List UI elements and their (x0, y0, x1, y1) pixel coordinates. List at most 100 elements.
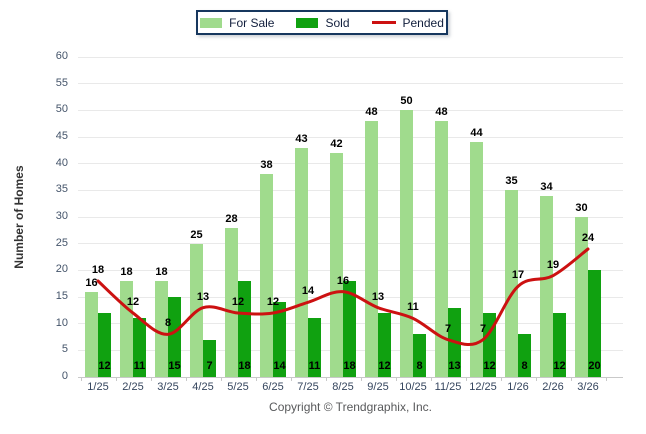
y-tick-label: 35 (55, 183, 68, 196)
x-tick (430, 377, 432, 381)
y-tick-label: 50 (55, 103, 68, 116)
bar-sold (588, 270, 601, 377)
x-tick (80, 377, 82, 381)
pended-value-label: 17 (511, 269, 525, 282)
y-tick-label: 45 (55, 130, 68, 142)
y-tick-label: 30 (55, 210, 68, 222)
pended-value-label: 19 (546, 258, 560, 271)
y-gridline (78, 83, 623, 85)
for-sale-value-label: 28 (225, 212, 238, 225)
x-axis-label: 10/25 (399, 381, 427, 393)
y-gridline (78, 136, 623, 138)
chart-legend: For Sale Sold Pended (196, 10, 448, 35)
x-tick (465, 377, 467, 381)
sold-value-label: 11 (133, 360, 146, 372)
pended-value-label: 7 (444, 322, 452, 335)
x-axis-label: 12/25 (469, 381, 497, 393)
bar-for-sale (540, 195, 553, 377)
bar-for-sale (435, 121, 448, 377)
copyright-text: Copyright © Trendgraphix, Inc. (269, 400, 432, 414)
pended-swatch-icon (371, 21, 396, 24)
pended-value-label: 7 (479, 322, 487, 335)
y-tick-label: 0 (61, 370, 68, 382)
for-sale-value-label: 34 (540, 180, 553, 193)
for-sale-swatch-icon (200, 17, 223, 28)
x-axis-label: 3/25 (157, 381, 179, 393)
sold-value-label: 14 (273, 360, 286, 372)
for-sale-value-label: 43 (295, 132, 308, 145)
y-gridline (78, 163, 623, 165)
bar-for-sale (505, 190, 518, 377)
x-tick (605, 377, 607, 381)
sold-swatch-icon (296, 17, 319, 28)
for-sale-value-label: 38 (260, 159, 273, 172)
for-sale-value-label: 18 (120, 266, 133, 278)
y-tick-label: 55 (55, 76, 68, 89)
x-tick (395, 377, 397, 381)
x-axis-label: 1/25 (87, 381, 109, 393)
legend-item-pended: Pended (371, 15, 444, 30)
x-axis-label: 5/25 (227, 381, 249, 393)
x-tick (325, 377, 327, 381)
y-tick-label: 40 (55, 156, 68, 169)
bar-for-sale (260, 174, 273, 377)
pended-value-label: 16 (336, 274, 350, 287)
sold-value-label: 7 (206, 360, 213, 372)
sold-value-label: 13 (448, 360, 461, 372)
y-tick-label: 60 (55, 50, 68, 62)
x-axis-label: 7/25 (297, 381, 319, 393)
for-sale-value-label: 48 (365, 106, 378, 118)
x-tick (535, 377, 537, 381)
legend-label: Sold (325, 15, 350, 30)
pended-value-label: 14 (301, 285, 315, 298)
sold-value-label: 18 (343, 360, 356, 372)
sold-value-label: 8 (416, 360, 423, 372)
x-axis-label: 2/25 (122, 381, 144, 393)
bar-for-sale (295, 147, 308, 377)
x-axis-label: 1/26 (507, 381, 529, 393)
bar-for-sale (190, 243, 203, 377)
for-sale-value-label: 48 (435, 106, 448, 118)
x-tick (150, 377, 152, 381)
for-sale-value-label: 50 (400, 95, 413, 108)
sold-value-label: 20 (588, 360, 601, 372)
y-tick-label: 10 (55, 316, 68, 329)
y-tick-label: 20 (55, 263, 68, 276)
y-tick-label: 15 (55, 290, 68, 302)
y-gridline (78, 216, 623, 218)
x-tick (360, 377, 362, 381)
legend-label: Pended (402, 15, 444, 30)
pended-value-label: 13 (371, 290, 385, 303)
pended-value-label: 8 (164, 317, 172, 330)
for-sale-value-label: 30 (575, 202, 588, 214)
x-axis-label: 3/26 (577, 381, 599, 393)
for-sale-value-label: 44 (470, 127, 483, 140)
x-tick (290, 377, 292, 381)
y-gridline (78, 243, 623, 245)
pended-value-label: 12 (266, 296, 280, 308)
x-axis-label: 6/25 (262, 381, 284, 393)
sold-value-label: 12 (483, 360, 496, 372)
for-sale-value-label: 42 (330, 138, 343, 150)
x-tick (255, 377, 257, 381)
for-sale-value-label: 16 (85, 276, 98, 289)
bar-for-sale (365, 121, 378, 377)
bar-for-sale (85, 291, 98, 377)
for-sale-value-label: 18 (155, 266, 168, 278)
sold-value-label: 12 (98, 360, 111, 372)
legend-label: For Sale (229, 15, 275, 30)
x-tick (185, 377, 187, 381)
y-gridline (78, 189, 623, 191)
x-tick (220, 377, 222, 381)
y-gridline (78, 376, 623, 378)
y-tick-label: 5 (61, 343, 68, 356)
pended-value-label: 12 (231, 296, 245, 308)
sold-value-label: 11 (308, 360, 321, 372)
for-sale-value-label: 35 (505, 175, 518, 188)
sold-value-label: 12 (378, 360, 391, 372)
pended-value-label: 24 (581, 232, 595, 244)
pended-value-label: 12 (126, 296, 140, 308)
pended-value-label: 11 (407, 301, 419, 314)
x-axis-label: 11/25 (434, 381, 462, 393)
